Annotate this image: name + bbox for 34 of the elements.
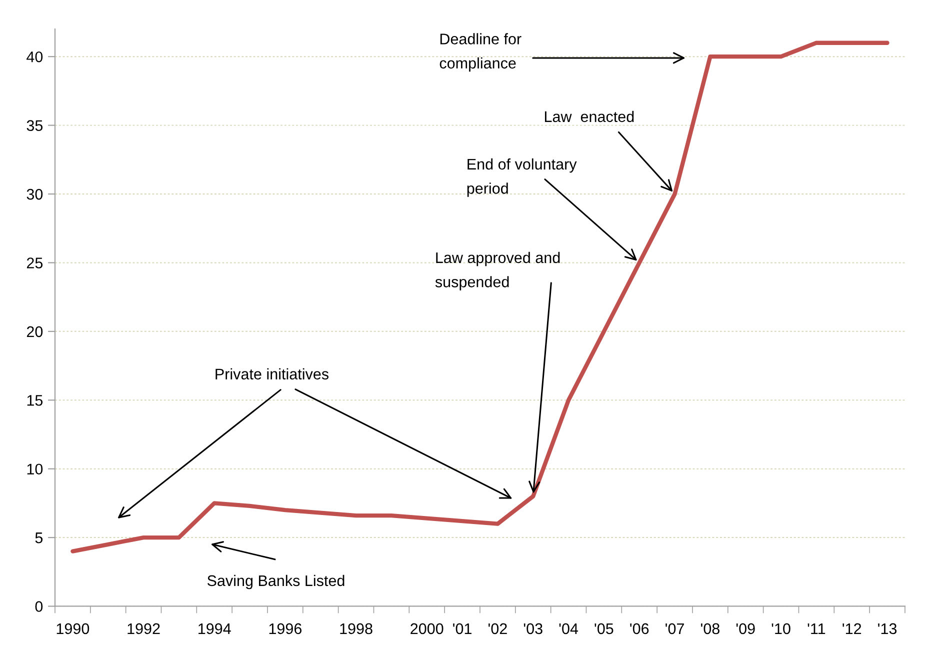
y-tick-label: 0 [35, 601, 43, 612]
x-tick-label: '05 [594, 623, 614, 634]
x-tick-label: '02 [488, 623, 507, 634]
x-tick-label: 1992 [128, 623, 160, 634]
x-tick-label: 1994 [198, 623, 231, 634]
annotation: Law enacted [544, 110, 634, 122]
y-tick-label: 20 [26, 326, 43, 338]
y-tick-label: 25 [26, 258, 43, 268]
x-tick-label: '04 [559, 623, 578, 634]
x-tick-label: '11 [808, 623, 826, 634]
annotation: Law approved and suspended [435, 252, 560, 290]
x-tick-label: '13 [878, 623, 897, 634]
y-tick-label: 15 [27, 395, 43, 406]
annotation: Saving Banks Listed [207, 574, 344, 590]
x-tick-label: '03 [524, 623, 542, 634]
y-tick-label: 30 [26, 188, 43, 200]
x-tick-label: '12 [842, 623, 862, 634]
x-tick-label: 2000 [410, 623, 444, 634]
annotation: Deadline for compliance [440, 33, 522, 72]
x-tick-label: '07 [666, 623, 684, 634]
x-tick-label: '09 [736, 623, 755, 634]
x-tick-label: '01 [453, 623, 472, 634]
annotation: Private initiatives [216, 368, 328, 380]
x-tick-label: '06 [630, 623, 649, 634]
annotation: End of voluntary period [467, 158, 577, 197]
y-tick-label: 35 [26, 120, 43, 131]
x-tick-label: '10 [772, 623, 790, 634]
x-tick-label: '08 [701, 623, 720, 634]
y-tick-label: 40 [26, 51, 43, 62]
x-tick-label: 1990 [56, 623, 90, 634]
x-tick-label: 1996 [269, 623, 302, 634]
y-tick-label: 5 [35, 532, 43, 544]
y-tick-label: 10 [27, 464, 43, 475]
x-tick-label: 1998 [340, 623, 372, 634]
